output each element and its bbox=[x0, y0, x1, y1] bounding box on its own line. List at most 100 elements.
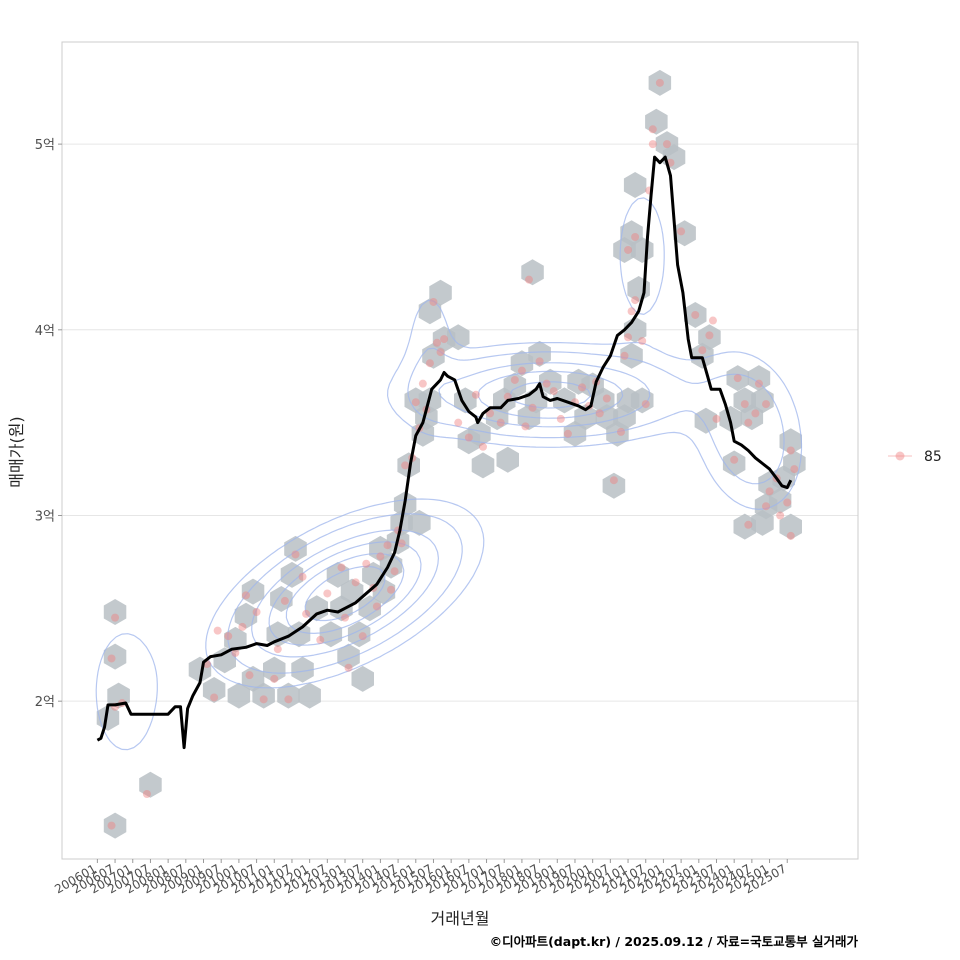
data-point bbox=[733, 374, 742, 383]
data-point bbox=[528, 403, 537, 412]
hexbin bbox=[447, 324, 470, 351]
data-point bbox=[648, 140, 657, 149]
data-point bbox=[210, 693, 219, 702]
data-point bbox=[238, 622, 247, 631]
plot-border bbox=[61, 41, 859, 860]
data-point bbox=[762, 400, 771, 409]
hexbin bbox=[291, 656, 314, 683]
data-point bbox=[705, 331, 714, 340]
data-point bbox=[662, 140, 671, 149]
data-point bbox=[754, 379, 763, 388]
data-point bbox=[631, 296, 640, 305]
data-point bbox=[298, 572, 307, 581]
hexbin bbox=[698, 324, 721, 351]
data-point bbox=[302, 609, 311, 618]
hexbin bbox=[740, 404, 764, 431]
data-point bbox=[776, 511, 785, 520]
data-point bbox=[383, 541, 392, 550]
data-point bbox=[411, 398, 420, 407]
data-point bbox=[436, 348, 445, 357]
data-point bbox=[556, 414, 565, 423]
data-point bbox=[730, 455, 739, 464]
data-point bbox=[252, 608, 261, 617]
data-point bbox=[273, 645, 282, 654]
data-point bbox=[624, 333, 633, 342]
hexbin bbox=[263, 656, 286, 683]
legend-key-point bbox=[895, 451, 905, 461]
data-point bbox=[631, 232, 640, 241]
density-contour bbox=[95, 197, 803, 751]
hexbin bbox=[252, 682, 275, 709]
hexbin bbox=[779, 428, 802, 455]
hexbin bbox=[510, 350, 534, 377]
data-point bbox=[790, 465, 799, 474]
hexbin bbox=[623, 172, 647, 198]
data-point bbox=[578, 383, 587, 392]
hexbin bbox=[418, 298, 442, 325]
data-point bbox=[517, 366, 526, 375]
data-point bbox=[390, 567, 399, 576]
data-point bbox=[641, 400, 650, 409]
data-point bbox=[620, 351, 629, 360]
density-contours bbox=[95, 197, 803, 751]
hexbin bbox=[733, 513, 756, 540]
data-point bbox=[387, 585, 396, 594]
hexbin bbox=[722, 450, 746, 477]
density-contour bbox=[304, 565, 386, 622]
data-point bbox=[691, 310, 700, 319]
hexbin bbox=[620, 220, 643, 247]
hexbin bbox=[305, 595, 328, 622]
data-point bbox=[595, 409, 604, 418]
hexbin bbox=[694, 407, 718, 434]
data-point bbox=[270, 674, 279, 683]
data-point bbox=[316, 635, 325, 644]
data-point bbox=[786, 531, 795, 540]
hexbin bbox=[468, 420, 491, 447]
hexbin bbox=[496, 446, 519, 473]
data-point bbox=[323, 589, 332, 598]
y-tick-label: 2억 bbox=[35, 695, 55, 710]
hexbin bbox=[266, 621, 290, 648]
hexbin bbox=[358, 595, 381, 622]
data-point bbox=[337, 563, 346, 572]
data-point bbox=[542, 379, 551, 388]
data-point bbox=[786, 446, 795, 455]
data-point bbox=[454, 418, 463, 427]
data-point bbox=[563, 429, 572, 438]
data-point bbox=[291, 550, 300, 559]
y-axis: 2억 3억 4억 5억 bbox=[35, 138, 62, 710]
data-point bbox=[740, 400, 749, 409]
data-point bbox=[616, 427, 625, 436]
data-point bbox=[708, 316, 717, 325]
data-point bbox=[351, 578, 360, 587]
hexbin bbox=[648, 69, 672, 96]
data-point bbox=[213, 626, 222, 635]
data-point bbox=[624, 245, 633, 254]
data-point bbox=[535, 357, 544, 366]
hexbin bbox=[337, 643, 360, 670]
hexbin bbox=[783, 450, 806, 477]
data-point bbox=[609, 476, 618, 485]
density-contour bbox=[251, 362, 651, 658]
data-point bbox=[142, 790, 151, 799]
hexbin bbox=[188, 656, 212, 683]
y-axis-title: 매매가(원) bbox=[7, 416, 26, 487]
data-point bbox=[418, 379, 427, 388]
hexbin bbox=[234, 602, 258, 629]
data-point bbox=[486, 409, 495, 418]
data-point bbox=[284, 695, 293, 704]
y-tick-label: 4억 bbox=[35, 324, 55, 339]
hexbin bbox=[673, 220, 696, 247]
hexbin bbox=[620, 342, 643, 369]
data-point bbox=[712, 414, 721, 423]
data-point bbox=[245, 671, 254, 680]
hexbin bbox=[684, 302, 707, 328]
hexbin bbox=[103, 599, 127, 625]
data-point bbox=[224, 632, 233, 641]
data-point bbox=[362, 559, 371, 568]
data-point bbox=[401, 461, 410, 470]
data-point bbox=[259, 695, 268, 704]
hexbin bbox=[563, 420, 587, 447]
hexbin bbox=[270, 586, 293, 612]
